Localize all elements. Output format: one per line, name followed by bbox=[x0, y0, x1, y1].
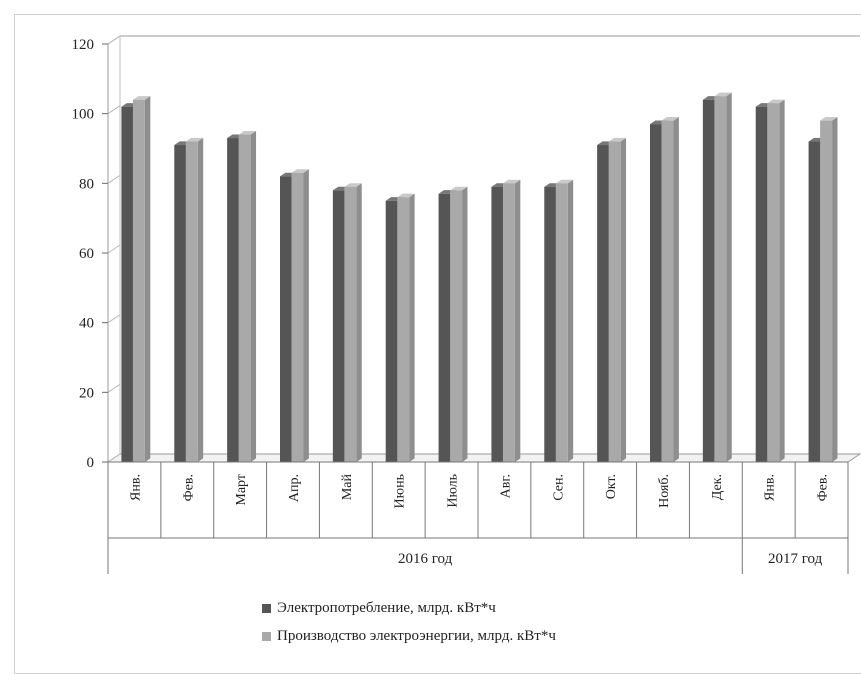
legend-item: Производство электроэнергии, млрд. кВт*ч bbox=[262, 622, 556, 650]
x-group-label: 2017 год bbox=[768, 551, 823, 567]
bar-series-2 bbox=[767, 103, 780, 462]
y-tick-label: 0 bbox=[87, 455, 95, 471]
chart-legend: Электропотребление, млрд. кВт*ч Производс… bbox=[262, 594, 556, 650]
legend-swatch bbox=[262, 603, 271, 613]
bar-top bbox=[820, 117, 838, 121]
x-tick-label: Июнь bbox=[393, 474, 408, 508]
x-tick-label: Авг. bbox=[498, 474, 513, 498]
legend-label: Производство электроэнергии, млрд. кВт*ч bbox=[277, 628, 556, 644]
bar-series-2 bbox=[344, 186, 357, 463]
bar-series-1 bbox=[438, 193, 451, 463]
bar-side bbox=[197, 137, 204, 462]
y-tick-depth bbox=[107, 383, 121, 393]
bar-side bbox=[144, 96, 151, 462]
bar-series-1 bbox=[174, 145, 187, 462]
bar-series-2 bbox=[608, 141, 621, 463]
bar-side bbox=[673, 117, 679, 463]
floor bbox=[106, 453, 861, 463]
bar-series-1 bbox=[280, 176, 292, 462]
x-tick-label: Апр. bbox=[287, 474, 302, 502]
bar-series-1 bbox=[491, 186, 504, 463]
bar-side bbox=[620, 137, 627, 462]
x-tick-label: Нояб. bbox=[657, 474, 672, 508]
bar-top bbox=[238, 130, 257, 135]
bar-series-1 bbox=[702, 99, 715, 462]
bar-side bbox=[832, 117, 838, 463]
bar-side bbox=[567, 179, 574, 462]
bar-series-2 bbox=[397, 197, 410, 462]
y-tick-label: 80 bbox=[79, 176, 94, 192]
x-tick-label: Сен. bbox=[551, 474, 566, 501]
y-tick-depth bbox=[107, 105, 121, 115]
x-tick-label: Окт. bbox=[604, 474, 619, 499]
bar-side bbox=[250, 130, 257, 462]
x-tick-label: Дек. bbox=[710, 474, 725, 500]
y-tick-label: 100 bbox=[72, 107, 95, 123]
bar-series-2 bbox=[185, 141, 198, 463]
bar-series-2 bbox=[555, 183, 568, 463]
bar-series-2 bbox=[820, 120, 833, 462]
bar-side bbox=[726, 92, 732, 463]
back-wall-outline bbox=[107, 35, 860, 462]
bar-side bbox=[779, 99, 785, 462]
y-tick-depth bbox=[107, 314, 121, 324]
bar-series-1 bbox=[227, 138, 240, 463]
x-tick-label: Фев. bbox=[181, 474, 196, 501]
bar-series-1 bbox=[808, 141, 821, 463]
x-tick-label: Июль bbox=[446, 474, 461, 508]
bar-side bbox=[356, 183, 362, 462]
legend-label: Электропотребление, млрд. кВт*ч bbox=[277, 600, 496, 616]
bar-series-1 bbox=[597, 145, 610, 462]
bar-series-1 bbox=[332, 190, 345, 463]
bar-top bbox=[450, 186, 468, 191]
bar-side bbox=[409, 193, 415, 462]
bar-top bbox=[344, 183, 362, 187]
y-tick-label: 40 bbox=[79, 316, 94, 332]
bar-top bbox=[397, 193, 415, 198]
bar-series-2 bbox=[714, 96, 727, 462]
bar-top bbox=[291, 169, 309, 173]
bar-series-1 bbox=[755, 106, 768, 462]
x-tick-label: Март bbox=[234, 474, 249, 506]
bar-series-1 bbox=[544, 186, 557, 463]
y-tick-depth bbox=[107, 174, 121, 184]
y-tick-depth bbox=[107, 244, 121, 254]
y-tick-label: 120 bbox=[72, 37, 95, 53]
bar-series-2 bbox=[132, 99, 145, 462]
bar-top bbox=[502, 179, 521, 184]
bar-series-2 bbox=[450, 190, 463, 463]
x-tick-label: Фев. bbox=[816, 474, 831, 501]
y-tick-depth bbox=[107, 453, 121, 463]
bar-top bbox=[767, 99, 785, 104]
bar-series-1 bbox=[121, 106, 134, 462]
legend-swatch bbox=[262, 631, 271, 641]
bar-top bbox=[185, 137, 204, 142]
bar-series-1 bbox=[650, 124, 662, 462]
y-tick-label: 20 bbox=[79, 385, 94, 401]
bar-top bbox=[555, 179, 574, 184]
bar-series-2 bbox=[661, 120, 674, 462]
y-tick-label: 60 bbox=[79, 246, 94, 262]
bar-series-2 bbox=[502, 183, 515, 463]
x-group-label: 2016 год bbox=[398, 551, 453, 567]
legend-item: Электропотребление, млрд. кВт*ч bbox=[262, 594, 556, 622]
x-tick-label: Янв. bbox=[763, 474, 778, 501]
bar-top bbox=[608, 137, 627, 142]
bar-series-2 bbox=[238, 134, 251, 463]
x-tick-label: Янв. bbox=[128, 474, 143, 501]
bar-side bbox=[462, 186, 468, 462]
bar-side bbox=[303, 169, 309, 463]
bar-series-2 bbox=[291, 172, 304, 462]
bar-series-1 bbox=[385, 200, 398, 462]
bar-top bbox=[132, 96, 151, 100]
bar-top bbox=[714, 92, 732, 97]
bar-side bbox=[514, 179, 521, 462]
y-tick-depth bbox=[107, 35, 121, 45]
bar-top bbox=[661, 117, 679, 121]
x-tick-label: Май bbox=[340, 473, 355, 500]
